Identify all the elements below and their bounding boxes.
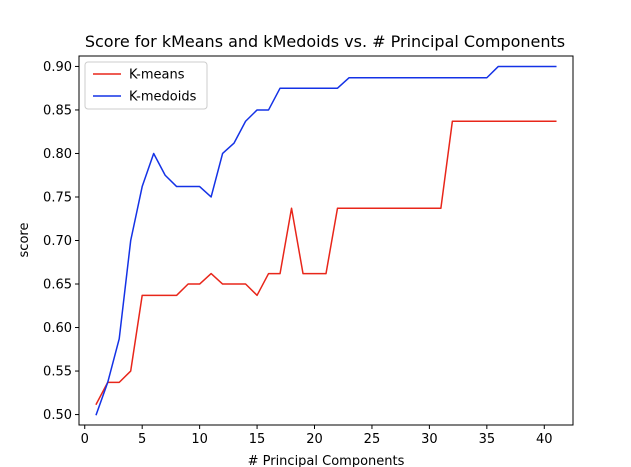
x-axis-label: # Principal Components <box>248 454 405 467</box>
x-tick-label: 10 <box>191 432 208 447</box>
x-tick-label: 15 <box>249 432 266 447</box>
plot-frame <box>78 55 574 426</box>
x-tick-label: 35 <box>479 432 496 447</box>
x-tick-label: 20 <box>306 432 323 447</box>
y-tick-label: 0.85 <box>43 103 72 118</box>
y-tick-label: 0.80 <box>43 147 72 162</box>
plot-lines <box>95 65 557 416</box>
y-tick-label: 0.90 <box>43 60 72 75</box>
x-tick-label: 25 <box>364 432 381 447</box>
legend: K-means K-medoids <box>84 61 208 110</box>
x-tick-label: 0 <box>81 432 89 447</box>
x-tick-label: 40 <box>536 432 553 447</box>
y-axis: 0.50 0.55 0.60 0.65 0.70 0.75 0.80 0.85 0.90 <box>43 60 79 423</box>
y-axis-label: score <box>17 223 32 258</box>
y-tick-label: 0.50 <box>43 408 72 423</box>
x-tick-label: 5 <box>138 432 146 447</box>
series-line-1 <box>95 65 557 416</box>
series-line-0 <box>95 120 557 406</box>
x-tick-label: 30 <box>421 432 438 447</box>
y-tick-label: 0.70 <box>43 234 72 249</box>
legend-label-1: K-medoids <box>129 90 197 105</box>
chart-title: Score for kMeans and kMedoids vs. # Prin… <box>85 32 565 51</box>
y-tick-label: 0.75 <box>43 190 72 205</box>
y-tick-label: 0.60 <box>43 321 72 336</box>
y-tick-label: 0.55 <box>43 365 72 380</box>
x-axis: 0 5 10 15 20 25 30 35 40 <box>81 425 553 447</box>
legend-label-0: K-means <box>129 68 185 83</box>
y-tick-label: 0.65 <box>43 278 72 293</box>
